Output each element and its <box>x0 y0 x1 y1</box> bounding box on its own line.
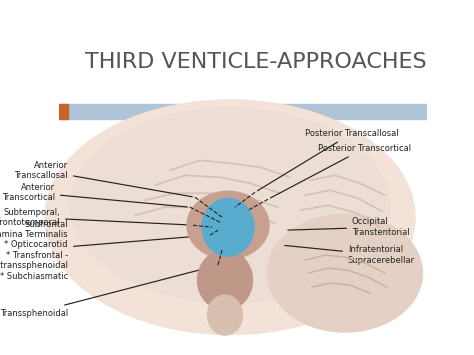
Ellipse shape <box>187 191 269 259</box>
Bar <box>59 104 68 119</box>
Text: Occipital
Transtentorial: Occipital Transtentorial <box>288 218 410 237</box>
Text: THIRD VENTICLE-APPROACHES: THIRD VENTICLE-APPROACHES <box>85 52 427 72</box>
Ellipse shape <box>70 108 390 302</box>
Ellipse shape <box>267 214 422 332</box>
Ellipse shape <box>208 295 243 335</box>
Text: Posterior Transcallosal: Posterior Transcallosal <box>257 129 399 191</box>
Ellipse shape <box>45 100 415 334</box>
Text: Anterior
Transcallosal: Anterior Transcallosal <box>14 160 192 197</box>
Text: Subfrontal
* Lamina Terminalis
* Opticocarotid
* Transfrontal -
  transsphenoida: Subfrontal * Lamina Terminalis * Opticoc… <box>0 220 207 281</box>
Text: Subtemporal,
Frontotemporal: Subtemporal, Frontotemporal <box>0 208 192 227</box>
Text: Posterior Transcortical: Posterior Transcortical <box>271 144 411 198</box>
Ellipse shape <box>198 250 253 310</box>
Ellipse shape <box>202 198 254 256</box>
Text: Anterior
Transcortical: Anterior Transcortical <box>2 182 187 207</box>
Text: Transsphenoidal: Transsphenoidal <box>0 266 215 318</box>
Text: Infratentorial
Supracerebellar: Infratentorial Supracerebellar <box>285 245 415 265</box>
Bar <box>59 104 427 119</box>
